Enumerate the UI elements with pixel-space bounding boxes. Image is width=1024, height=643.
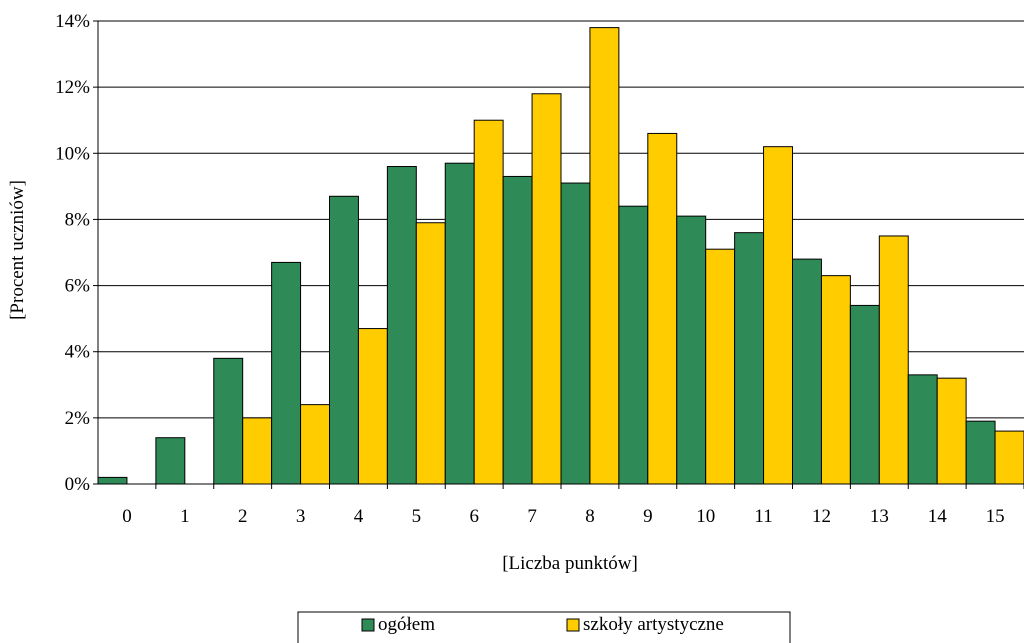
- x-tick-label: 5: [412, 506, 422, 527]
- bar: [936, 377, 967, 485]
- bar: [878, 235, 909, 485]
- y-axis-title: [Procent uczniów]: [7, 180, 28, 320]
- legend-label-ogolem: ogółem: [378, 614, 435, 635]
- y-tick-label: 14%: [55, 11, 90, 32]
- bar: [965, 420, 996, 485]
- bar: [820, 275, 851, 485]
- bar: [994, 430, 1024, 485]
- bar: [329, 195, 359, 485]
- x-tick-label: 2: [238, 506, 248, 527]
- legend: ogółem szkoły artystyczne: [297, 611, 791, 643]
- bar: [155, 437, 186, 485]
- x-tick-label: 0: [122, 506, 132, 527]
- bar: [357, 328, 388, 485]
- bar: [849, 304, 880, 485]
- bar: [415, 222, 446, 485]
- axes: [93, 20, 1024, 489]
- bar: [589, 27, 620, 485]
- bar: [97, 476, 128, 485]
- bar: [242, 417, 273, 485]
- x-tick-labels: 0 1 2 3 4 5 6 7 8 9 10 11 12 13 14 15: [122, 506, 1004, 527]
- bar: [213, 357, 244, 485]
- bar: [560, 182, 591, 485]
- y-tick-labels: 0% 2% 4% 6% 8% 10% 12% 14%: [55, 11, 90, 495]
- bar: [647, 132, 678, 485]
- bar: [531, 93, 562, 485]
- bar: [618, 205, 649, 485]
- bar: [444, 162, 475, 485]
- y-tick-label: 4%: [65, 342, 91, 363]
- x-tick-label: 10: [696, 506, 715, 527]
- x-tick-label: 15: [986, 506, 1005, 527]
- bars: [97, 27, 1024, 485]
- bar: [386, 166, 417, 485]
- bar: [502, 175, 533, 485]
- x-tick-label: 13: [870, 506, 889, 527]
- y-tick-label: 8%: [65, 209, 91, 230]
- bar: [676, 215, 707, 485]
- bar: [734, 232, 765, 485]
- legend-swatch-szkoly-artystyczne: [566, 618, 580, 632]
- legend-label-szkoly-artystyczne: szkoły artystyczne: [583, 614, 724, 635]
- bar: [271, 261, 302, 485]
- x-tick-label: 14: [928, 506, 948, 527]
- bar: [907, 374, 938, 485]
- x-tick-label: 12: [812, 506, 831, 527]
- x-tick-label: 3: [296, 506, 306, 527]
- x-tick-label: 1: [180, 506, 190, 527]
- bar: [300, 404, 330, 485]
- y-tick-label: 12%: [55, 77, 90, 98]
- legend-box: [297, 611, 791, 643]
- y-tick-label: 6%: [65, 276, 91, 297]
- bar: [763, 146, 793, 485]
- x-tick-label: 8: [585, 506, 595, 527]
- x-tick-label: 11: [754, 506, 772, 527]
- x-tick-label: 7: [527, 506, 537, 527]
- bar: [705, 248, 736, 485]
- bar: [473, 119, 504, 485]
- x-tick-label: 6: [469, 506, 479, 527]
- x-axis-title: [Liczba punktów]: [502, 553, 638, 574]
- legend-swatch-ogolem: [361, 618, 375, 632]
- x-tick-label: 4: [354, 506, 364, 527]
- y-tick-label: 2%: [65, 408, 91, 429]
- bar: [792, 258, 822, 485]
- x-tick-label: 9: [643, 506, 653, 527]
- y-tick-label: 0%: [65, 474, 91, 495]
- y-tick-label: 10%: [55, 143, 90, 164]
